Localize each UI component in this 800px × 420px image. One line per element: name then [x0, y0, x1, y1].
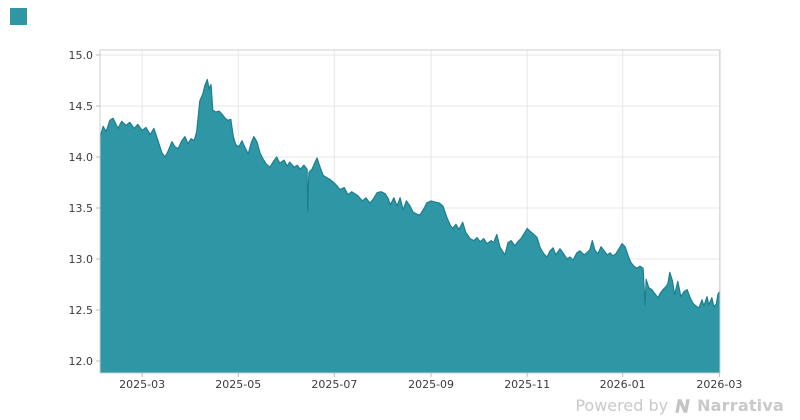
- x-tick-label: 2026-03: [696, 378, 742, 391]
- brand-logo-square: [10, 8, 27, 25]
- x-tick-label: 2025-09: [408, 378, 454, 391]
- x-tick-label: 2025-03: [119, 378, 165, 391]
- y-tick-label: 14.0: [69, 151, 94, 164]
- area-series-line: [99, 78, 721, 309]
- x-tick-label: 2025-07: [311, 378, 357, 391]
- narrativa-brand-name: Narrativa: [697, 396, 784, 415]
- y-tick-label: 12.0: [69, 355, 94, 368]
- watermark: Powered by Narrativa: [575, 398, 784, 414]
- y-tick-label: 12.5: [69, 304, 94, 317]
- y-tick-label: 13.5: [69, 202, 94, 215]
- narrativa-logo-icon: [675, 399, 690, 413]
- plot-border: [99, 49, 721, 374]
- x-tick-label: 2025-11: [504, 378, 550, 391]
- y-tick-label: 13.0: [69, 253, 94, 266]
- y-tick-label: 14.5: [69, 100, 94, 113]
- x-tick-label: 2026-01: [600, 378, 646, 391]
- powered-by-label: Powered by: [575, 396, 669, 415]
- area-series-fill: [100, 79, 720, 373]
- y-tick-label: 15.0: [69, 49, 94, 62]
- x-tick-label: 2025-05: [215, 378, 261, 391]
